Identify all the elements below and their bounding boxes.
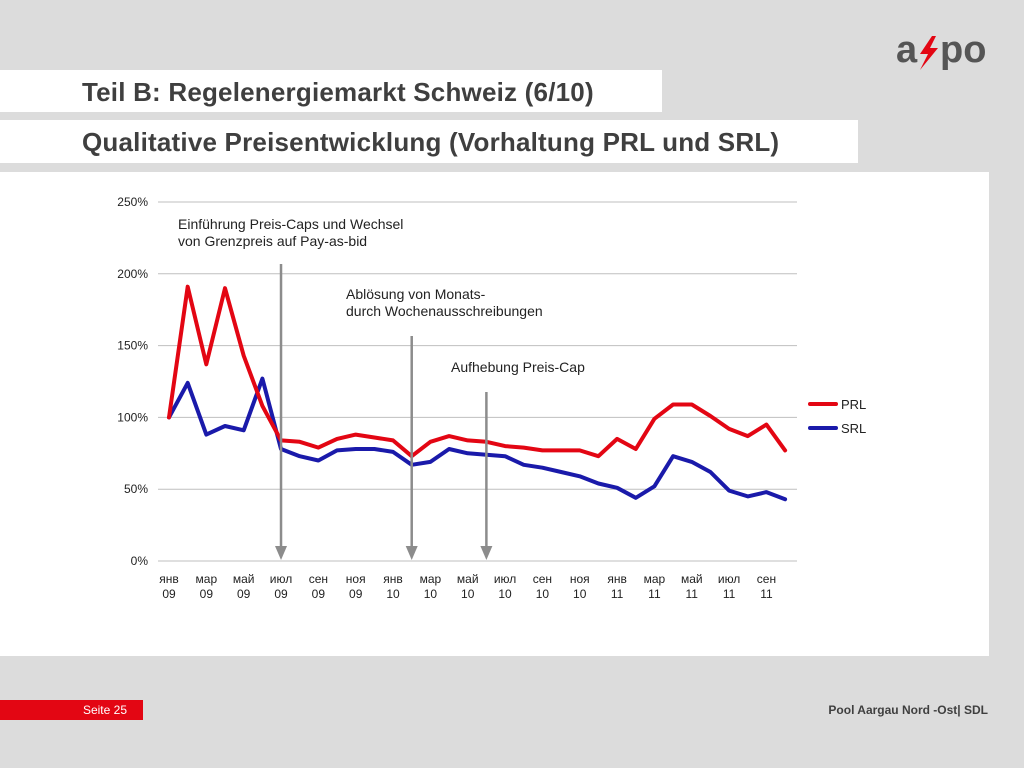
x-tick-label: сен <box>757 572 776 586</box>
x-tick-year: 09 <box>274 587 288 601</box>
arrow-head-icon <box>405 546 418 560</box>
x-tick-year: 10 <box>536 587 550 601</box>
x-tick-year: 11 <box>611 587 624 601</box>
page-number-badge: Seite 25 <box>0 700 143 720</box>
x-tick-label: ноя <box>346 572 366 586</box>
x-tick-year: 11 <box>760 587 773 601</box>
x-tick-label: янв <box>383 572 403 586</box>
annotation-text: Einführung Preis-Caps und Wechsel <box>178 216 403 232</box>
logo-text-a: a <box>896 30 918 71</box>
title-banner: Teil B: Regelenergiemarkt Schweiz (6/10) <box>0 70 662 112</box>
x-tick-label: июл <box>270 572 292 586</box>
x-tick-label: июл <box>718 572 740 586</box>
x-tick-year: 11 <box>723 587 736 601</box>
legend-label: SRL <box>841 421 866 436</box>
page-number: Seite 25 <box>82 703 127 717</box>
x-tick-year: 09 <box>200 587 214 601</box>
x-tick-label: май <box>681 572 703 586</box>
annotation-arrows <box>275 264 493 560</box>
grid-layer <box>158 201 797 562</box>
x-tick-year: 10 <box>424 587 438 601</box>
footer-label: Pool Aargau Nord -Ost| SDL <box>828 703 988 717</box>
x-tick-year: 09 <box>162 587 176 601</box>
annotation-text: durch Wochenausschreibungen <box>346 303 543 319</box>
subtitle-banner: Qualitative Preisentwicklung (Vorhaltung… <box>0 120 858 163</box>
line-chart: 0%50%100%150%200%250% янв09мар09май09июл… <box>117 195 866 601</box>
page-title: Teil B: Regelenergiemarkt Schweiz (6/10) <box>82 77 594 107</box>
series-line-prl <box>167 284 788 459</box>
series-layer <box>167 284 788 502</box>
axpo-logo: a po <box>896 30 986 71</box>
x-tick-year: 09 <box>349 587 363 601</box>
legend: PRL SRL <box>808 397 866 436</box>
x-tick-label: ноя <box>570 572 590 586</box>
y-tick-label: 250% <box>117 195 148 209</box>
x-tick-label: мар <box>420 572 442 586</box>
y-tick-label: 200% <box>117 267 148 281</box>
x-tick-label: янв <box>159 572 179 586</box>
x-tick-year: 10 <box>386 587 400 601</box>
x-tick-label: июл <box>494 572 516 586</box>
x-axis-ticks: янв09мар09май09июл09сен09ноя09янв10мар10… <box>159 572 776 601</box>
x-tick-year: 10 <box>573 587 587 601</box>
annotation-text: Ablösung von Monats- <box>346 286 486 302</box>
logo-text-po: po <box>940 30 986 71</box>
x-tick-label: май <box>233 572 255 586</box>
y-tick-label: 0% <box>131 554 149 568</box>
arrow-head-icon <box>480 546 493 560</box>
y-axis-ticks: 0% 50% 100% 150% 200% 250% <box>117 195 148 568</box>
annotation-text: von Grenzpreis auf Pay-as-bid <box>178 233 367 249</box>
x-tick-year: 11 <box>648 587 661 601</box>
x-tick-year: 10 <box>498 587 512 601</box>
lightning-icon <box>920 36 938 70</box>
x-tick-label: сен <box>309 572 328 586</box>
x-tick-label: мар <box>196 572 218 586</box>
x-tick-year: 09 <box>237 587 251 601</box>
x-tick-label: янв <box>607 572 627 586</box>
chart-panel: 0% 50% 100% 150% 200% 250% янв 09 мар 09 май 09 июл… <box>0 172 989 656</box>
annotation-text: Aufhebung Preis-Cap <box>451 359 585 375</box>
series-line-srl <box>167 376 788 502</box>
legend-label: PRL <box>841 397 866 412</box>
x-tick-label: сен <box>533 572 552 586</box>
x-tick-year: 10 <box>461 587 475 601</box>
arrow-head-icon <box>275 546 288 560</box>
x-tick-label: мар <box>644 572 666 586</box>
y-tick-label: 100% <box>117 410 148 424</box>
x-tick-year: 11 <box>686 587 699 601</box>
y-tick-label: 150% <box>117 339 148 353</box>
x-tick-label: май <box>457 572 479 586</box>
page-subtitle: Qualitative Preisentwicklung (Vorhaltung… <box>82 127 780 157</box>
x-tick-year: 09 <box>312 587 326 601</box>
y-tick-label: 50% <box>124 482 148 496</box>
